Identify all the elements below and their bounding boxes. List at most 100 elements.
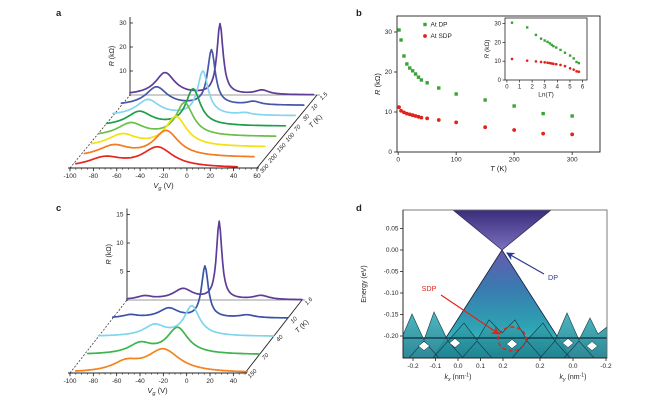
marker-square <box>399 38 403 42</box>
x-tick-label: -20 <box>159 173 169 180</box>
marker-circle <box>454 120 459 125</box>
band-gap-opening <box>562 338 574 348</box>
marker-circle <box>548 61 552 65</box>
kx-tick-label: -0.2 <box>407 363 419 370</box>
marker-square <box>410 69 415 73</box>
marker-square <box>525 26 529 29</box>
x-tick-label: 60 <box>253 173 261 180</box>
marker-square <box>397 28 401 32</box>
marker-circle <box>554 62 558 66</box>
curve-1.6K <box>126 220 303 301</box>
marker-square <box>423 22 427 27</box>
ky-tick-label: 0.0 <box>568 363 577 370</box>
x-tick-label: -20 <box>159 378 169 385</box>
inset-x-tick-label: 3 <box>543 85 547 91</box>
energy-tick-label: -0.10 <box>384 290 399 297</box>
cone-crossing-line <box>539 340 556 358</box>
x-tick-label: -40 <box>135 173 145 180</box>
curve-150K <box>74 347 249 373</box>
sdp-highlight-circle <box>497 326 527 352</box>
marker-circle <box>413 114 418 118</box>
kx-tick-label: 0.0 <box>453 363 462 370</box>
y-axis-label: R (kΩ) <box>373 73 382 95</box>
marker-circle <box>539 60 543 64</box>
y-tick-label: 30 <box>119 20 127 27</box>
marker-square <box>568 54 572 57</box>
marker-square <box>539 37 543 40</box>
temperature-label-70K: 70 <box>261 352 270 361</box>
curve-200K <box>83 129 255 158</box>
marker-square <box>510 21 514 24</box>
marker-circle <box>559 63 562 67</box>
marker-circle <box>577 70 581 74</box>
curve-10K <box>111 265 289 319</box>
legend: At DP At SDP <box>423 22 452 40</box>
panel-b-letter: b <box>356 8 362 19</box>
marker-square <box>408 66 412 70</box>
plot-frame <box>396 15 601 153</box>
kx-tick-label: -0.1 <box>430 363 442 370</box>
y-tick-label: 15 <box>116 212 124 219</box>
x-tick-label: 20 <box>207 173 215 180</box>
panel-d-letter: d <box>356 203 362 214</box>
y-tick-label: 20 <box>385 69 393 76</box>
marker-square <box>419 78 424 82</box>
inset-x-axis-label: Ln(T) <box>538 92 554 99</box>
series-at-dp <box>397 28 574 118</box>
inset-frame <box>504 17 588 81</box>
marker-square <box>563 51 567 54</box>
panel-d-chart: 0.05 0.00 -0.05 -0.10 -0.15 -0.20 -0.2 -0.1 0.0 0… <box>361 209 612 384</box>
ky-tick-label: 0.2 <box>535 363 544 370</box>
curve-150K <box>90 115 266 148</box>
marker-circle <box>419 115 424 120</box>
x-axis-label: Vg (V) <box>153 181 174 192</box>
marker-square <box>550 43 553 47</box>
marker-circle <box>397 105 401 110</box>
inset-x-tick-label: 6 <box>581 85 585 91</box>
cone-crossing-line <box>526 340 543 358</box>
marker-circle <box>402 110 406 115</box>
marker-square <box>425 81 429 85</box>
temperature-label-150K: 150 <box>276 142 288 154</box>
x-tick-label: 0 <box>185 378 189 385</box>
marker-circle <box>407 112 412 117</box>
marker-square <box>570 114 574 118</box>
x-tick-label: 100 <box>451 157 462 164</box>
cone-crossing-line <box>461 340 478 358</box>
left-floor-edge <box>69 94 131 169</box>
band-gap-opening <box>449 338 461 348</box>
marker-square <box>402 54 406 58</box>
inset-y-tick-label: 20 <box>494 40 501 46</box>
legend-label-at-sdp: At SDP <box>431 33 452 40</box>
energy-tick-label: -0.05 <box>384 269 399 276</box>
temperature-label-300K: 300 <box>259 163 271 175</box>
kx-axis-label: kx (nm-1) <box>444 373 471 384</box>
dirac-cone-upper <box>452 210 552 251</box>
curve-1.5K <box>129 22 315 96</box>
sdp-arrow <box>440 294 500 335</box>
kx-tick-label: 0.1 <box>476 363 485 370</box>
inset-x-tick-label: 5 <box>568 85 572 91</box>
cone-crossing-line <box>563 340 580 358</box>
legend-label-at-dp: At DP <box>431 22 448 29</box>
marker-square <box>541 111 545 116</box>
y-tick-label: 10 <box>119 68 127 75</box>
temperature-label-70K: 70 <box>293 124 302 133</box>
cone-crossing-line <box>432 340 449 358</box>
temperature-label-10K: 10 <box>311 103 320 112</box>
marker-circle <box>572 68 576 71</box>
x-tick-label: -80 <box>89 378 99 385</box>
marker-square <box>512 104 516 108</box>
curve-10K <box>120 48 305 106</box>
x-tick-label: 0 <box>396 157 400 164</box>
y-tick-label: 5 <box>120 269 124 276</box>
y-axis-label: R (kΩ) <box>109 46 116 66</box>
ky-axis-label: ky (nm-1) <box>559 373 586 384</box>
marker-circle <box>410 113 415 118</box>
curve-70K <box>105 87 287 127</box>
y-tick-label: 20 <box>119 44 127 51</box>
inset-y-tick-label: 10 <box>494 59 501 65</box>
